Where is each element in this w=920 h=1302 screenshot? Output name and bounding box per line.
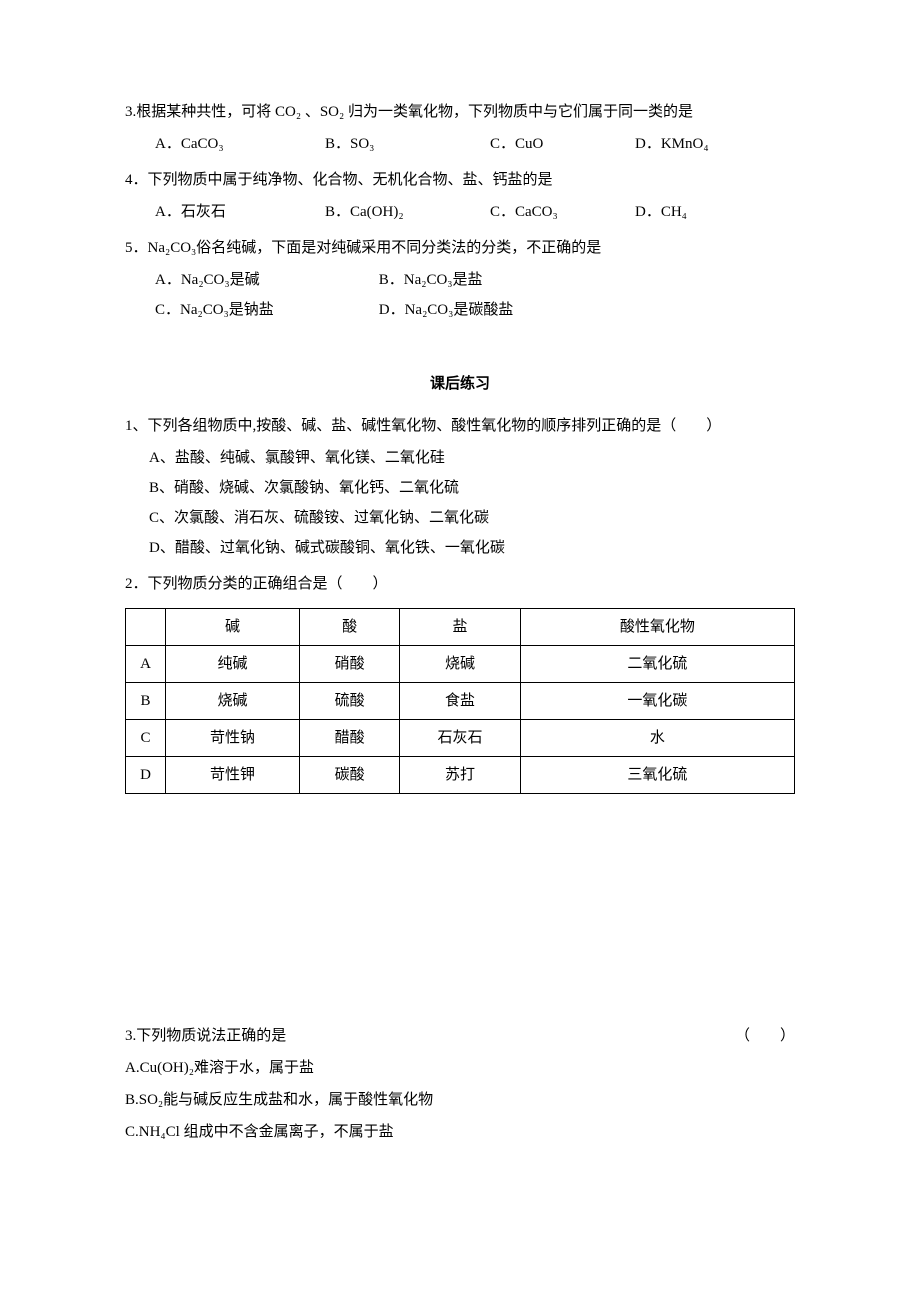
- spacer: [125, 824, 795, 1024]
- question-4-options: A．石灰石 B．Ca(OH)₂ C．CaCO₃ D．CH₄: [125, 200, 795, 224]
- practice-3-line: 3.下列物质说法正确的是 （ ）: [125, 1024, 795, 1048]
- option-a: A．CaCO₃: [155, 132, 325, 156]
- table-cell: 碳酸: [299, 757, 399, 794]
- option-d: D．CH₄: [635, 200, 755, 224]
- option-b: B、硝酸、烧碱、次氯酸钠、氧化钙、二氧化硫: [125, 476, 795, 500]
- option-a: A．石灰石: [155, 200, 325, 224]
- practice-2: 2．下列物质分类的正确组合是（ ） 碱 酸 盐 酸性氧化物 A 纯碱 硝酸 烧碱…: [125, 572, 795, 794]
- option-b: B．Na₂CO₃是盐: [379, 272, 483, 288]
- question-4-text: 4．下列物质中属于纯净物、化合物、无机化合物、盐、钙盐的是: [125, 168, 795, 192]
- table-header: 酸性氧化物: [520, 609, 794, 646]
- option-c: C．CuO: [490, 132, 635, 156]
- practice-1-text: 1、下列各组物质中,按酸、碱、盐、碱性氧化物、酸性氧化物的顺序排列正确的是（ ）: [125, 414, 795, 438]
- table-cell: 烧碱: [400, 646, 520, 683]
- table-cell: 食盐: [400, 683, 520, 720]
- option-d: D．KMnO₄: [635, 132, 755, 156]
- table-row: A 纯碱 硝酸 烧碱 二氧化硫: [126, 646, 795, 683]
- table-cell: C: [126, 720, 166, 757]
- table-cell: 烧碱: [166, 683, 300, 720]
- classification-table: 碱 酸 盐 酸性氧化物 A 纯碱 硝酸 烧碱 二氧化硫 B 烧碱 硫酸 食盐 一…: [125, 608, 795, 794]
- table-header: 碱: [166, 609, 300, 646]
- table-cell: 苏打: [400, 757, 520, 794]
- table-cell: A: [126, 646, 166, 683]
- option-d: D．Na₂CO₃是碳酸盐: [379, 302, 514, 318]
- option-b: B．SO₃: [325, 132, 490, 156]
- table-cell: 石灰石: [400, 720, 520, 757]
- question-4: 4．下列物质中属于纯净物、化合物、无机化合物、盐、钙盐的是 A．石灰石 B．Ca…: [125, 168, 795, 224]
- option-c: C．Na₂CO₃是钠盐: [155, 298, 375, 322]
- table-cell: 硝酸: [299, 646, 399, 683]
- table-header: [126, 609, 166, 646]
- option-c: C．CaCO₃: [490, 200, 635, 224]
- option-c: C.NH₄Cl 组成中不含金属离子，不属于盐: [125, 1120, 795, 1144]
- question-5: 5．Na₂CO₃俗名纯碱，下面是对纯碱采用不同分类法的分类，不正确的是 A．Na…: [125, 236, 795, 322]
- section-title: 课后练习: [125, 372, 795, 396]
- table-header: 酸: [299, 609, 399, 646]
- question-3-options: A．CaCO₃ B．SO₃ C．CuO D．KMnO₄: [125, 132, 795, 156]
- option-b: B．Ca(OH)₂: [325, 200, 490, 224]
- practice-3-text: 3.下列物质说法正确的是: [125, 1024, 735, 1048]
- practice-2-text: 2．下列物质分类的正确组合是（ ）: [125, 572, 795, 596]
- question-5-options-row1: A．Na₂CO₃是碱 B．Na₂CO₃是盐: [125, 268, 795, 292]
- table-cell: B: [126, 683, 166, 720]
- option-d: D、醋酸、过氧化钠、碱式碳酸铜、氧化铁、一氧化碳: [125, 536, 795, 560]
- table-row: C 苛性钠 醋酸 石灰石 水: [126, 720, 795, 757]
- practice-1: 1、下列各组物质中,按酸、碱、盐、碱性氧化物、酸性氧化物的顺序排列正确的是（ ）…: [125, 414, 795, 560]
- table-cell: 苛性钠: [166, 720, 300, 757]
- question-3-text: 3.根据某种共性，可将 CO₂ 、SO₂ 归为一类氧化物，下列物质中与它们属于同…: [125, 100, 795, 124]
- option-a: A．Na₂CO₃是碱: [155, 268, 375, 292]
- table-cell: 硫酸: [299, 683, 399, 720]
- table-row: B 烧碱 硫酸 食盐 一氧化碳: [126, 683, 795, 720]
- question-3: 3.根据某种共性，可将 CO₂ 、SO₂ 归为一类氧化物，下列物质中与它们属于同…: [125, 100, 795, 156]
- table-header-row: 碱 酸 盐 酸性氧化物: [126, 609, 795, 646]
- table-cell: D: [126, 757, 166, 794]
- table-cell: 纯碱: [166, 646, 300, 683]
- table-cell: 水: [520, 720, 794, 757]
- option-b: B.SO₂能与碱反应生成盐和水，属于酸性氧化物: [125, 1088, 795, 1112]
- table-cell: 三氧化硫: [520, 757, 794, 794]
- practice-3: 3.下列物质说法正确的是 （ ） A.Cu(OH)₂难溶于水，属于盐 B.SO₂…: [125, 1024, 795, 1144]
- option-a: A、盐酸、纯碱、氯酸钾、氧化镁、二氧化硅: [125, 446, 795, 470]
- table-cell: 苛性钾: [166, 757, 300, 794]
- table-cell: 一氧化碳: [520, 683, 794, 720]
- answer-blank: （ ）: [735, 1024, 795, 1048]
- table-row: D 苛性钾 碳酸 苏打 三氧化硫: [126, 757, 795, 794]
- table-cell: 二氧化硫: [520, 646, 794, 683]
- option-c: C、次氯酸、消石灰、硫酸铵、过氧化钠、二氧化碳: [125, 506, 795, 530]
- table-header: 盐: [400, 609, 520, 646]
- option-a: A.Cu(OH)₂难溶于水，属于盐: [125, 1056, 795, 1080]
- question-5-text: 5．Na₂CO₃俗名纯碱，下面是对纯碱采用不同分类法的分类，不正确的是: [125, 236, 795, 260]
- table-cell: 醋酸: [299, 720, 399, 757]
- question-5-options-row2: C．Na₂CO₃是钠盐 D．Na₂CO₃是碳酸盐: [125, 298, 795, 322]
